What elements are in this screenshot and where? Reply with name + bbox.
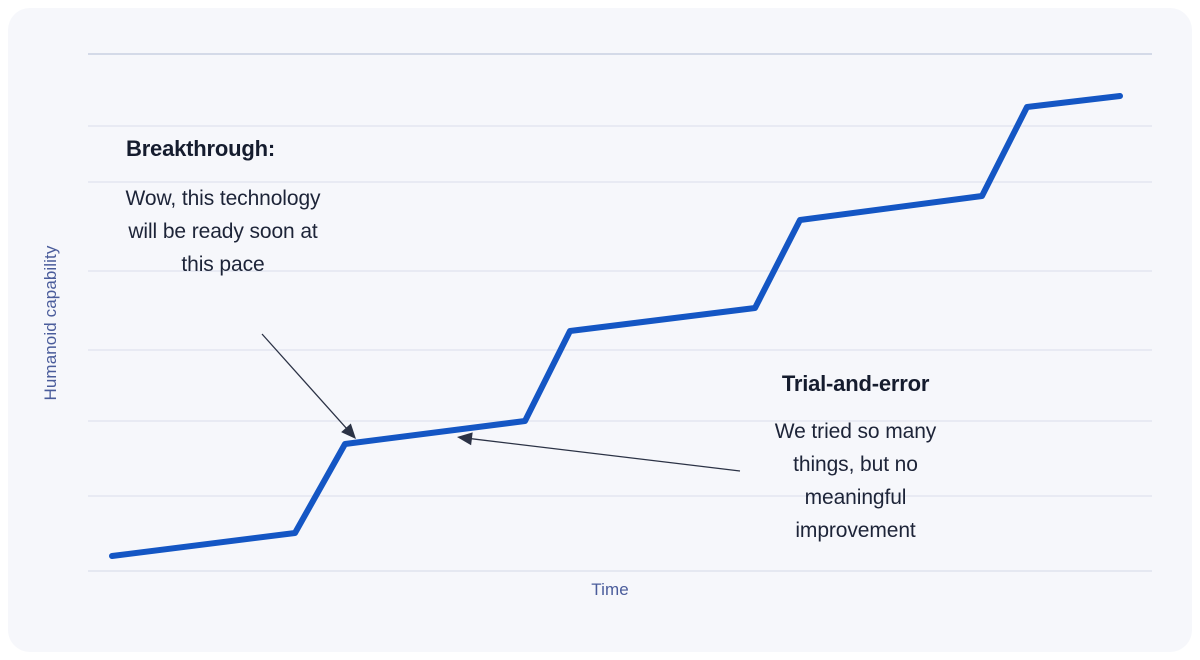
annotation-trial-body: We tried so many things, but no meaningf… [774,420,937,542]
annotation-breakthrough-title: Breakthrough: [126,136,275,161]
annotation-breakthrough: Breakthrough: Wow, this technology will … [118,136,328,281]
y-axis-label: Humanoid capability [41,245,60,401]
trial-arrow-head [457,432,473,446]
chart-svg [88,53,1152,572]
annotation-trial-and-error: Trial-and-error We tried so many things,… [748,371,963,547]
annotation-trial-title: Trial-and-error [781,371,930,396]
annotation-arrow-breakthrough [261,333,356,439]
breakthrough-arrow-shaft [261,333,350,432]
gridlines [88,53,1152,572]
x-axis-label: Time [591,580,629,599]
annotation-breakthrough-body: Wow, this technology will be ready soon … [125,187,321,276]
trial-arrow-shaft [466,437,741,472]
annotation-arrow-trial [457,432,741,472]
chart-card: Humanoid capability Time Breakthrough: W… [8,8,1192,652]
plot-area [8,8,1192,652]
breakthrough-arrow-head [341,423,356,439]
